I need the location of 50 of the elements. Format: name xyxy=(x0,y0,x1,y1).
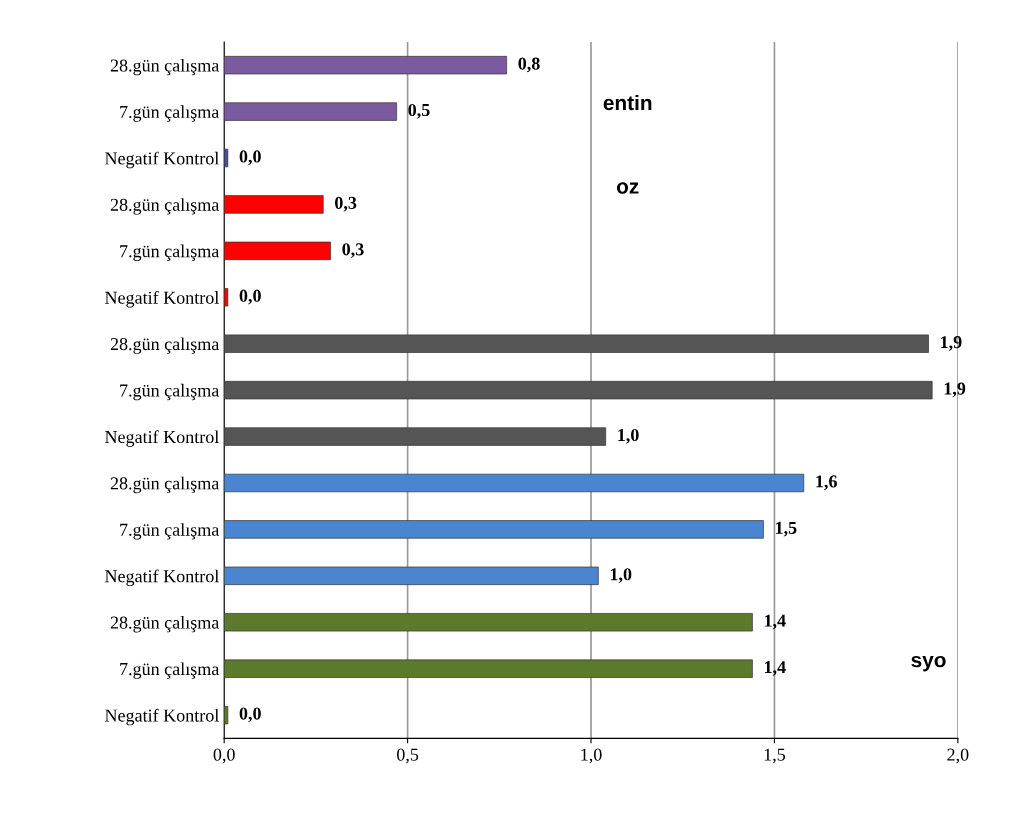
annotation: syo xyxy=(911,655,946,672)
annotation: oz xyxy=(616,182,639,194)
y-tick-label: 7.gün çalışma xyxy=(120,105,220,122)
y-tick-label: 7.gün çalışma xyxy=(120,523,220,540)
y-tick-label: 7.gün çalışma xyxy=(120,383,220,401)
data-label: 0,0 xyxy=(239,289,261,305)
data-label: 1,5 xyxy=(775,521,797,537)
x-tick-label: 1,5 xyxy=(764,748,786,764)
bar xyxy=(224,613,753,632)
data-label: 1,0 xyxy=(610,568,632,583)
y-tick-label: 28.gün çalışma xyxy=(110,198,220,215)
y-tick-label: Negatif Kontrol xyxy=(105,151,219,169)
bar xyxy=(224,334,929,353)
bar xyxy=(224,566,599,585)
y-tick-label: 28.gün çalışma xyxy=(110,615,220,633)
data-label: 1,0 xyxy=(618,428,639,444)
y-tick-label: Negatif Kontrol xyxy=(105,290,219,308)
data-label: 1,6 xyxy=(816,475,837,491)
data-label: 0,0 xyxy=(239,707,261,723)
y-tick-label: Negatif Kontrol xyxy=(105,569,219,587)
bar xyxy=(224,241,331,261)
y-tick-label: 28.gün çalışma xyxy=(110,476,220,494)
bar xyxy=(224,195,324,214)
data-label: 1,4 xyxy=(764,614,786,630)
bar xyxy=(224,659,753,678)
data-label: 1,9 xyxy=(944,382,966,398)
data-label: 0,5 xyxy=(408,103,430,119)
bar xyxy=(224,380,933,400)
bar xyxy=(224,55,507,75)
annotation: entin xyxy=(603,94,652,111)
data-label: 0,3 xyxy=(335,196,357,212)
data-label: 0,0 xyxy=(239,150,261,166)
data-label: 1,4 xyxy=(764,661,786,676)
data-label: 0,3 xyxy=(342,243,364,258)
x-tick-label: 0,0 xyxy=(213,748,235,764)
y-tick-label: Negatif Kontrol xyxy=(105,430,219,447)
data-label: 0,8 xyxy=(518,57,540,73)
x-tick-label: 0,5 xyxy=(397,748,419,764)
y-tick-label: Negatif Kontrol xyxy=(105,708,219,726)
bar xyxy=(224,102,397,121)
y-tick-label: 7.gün çalışma xyxy=(120,662,220,679)
bar xyxy=(224,427,607,446)
x-tick-label: 1,0 xyxy=(581,748,602,764)
x-tick-label: 2,0 xyxy=(947,748,969,764)
y-tick-label: 28.gün çalışma xyxy=(110,58,220,76)
bar xyxy=(224,473,805,493)
bar xyxy=(224,520,764,539)
y-tick-label: 7.gün çalışma xyxy=(120,244,220,262)
y-tick-label: 28.gün çalışma xyxy=(110,337,220,354)
data-label: 1,9 xyxy=(941,336,962,351)
